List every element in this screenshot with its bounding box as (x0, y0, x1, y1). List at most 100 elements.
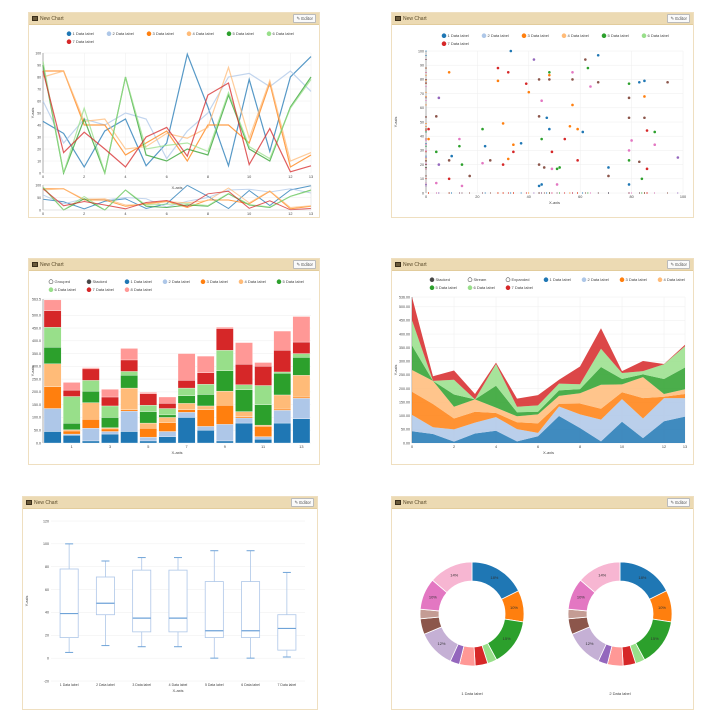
bar-segment[interactable] (177, 380, 196, 389)
scatter-point[interactable] (627, 159, 631, 162)
scatter-point[interactable] (540, 137, 543, 141)
donut-slice[interactable] (579, 561, 621, 594)
bar-segment[interactable] (139, 392, 158, 394)
bar-segment[interactable] (82, 440, 100, 444)
context-brush[interactable] (42, 184, 312, 211)
bar-segment[interactable] (62, 389, 81, 397)
scatter-point[interactable] (512, 143, 515, 147)
scatter-point[interactable] (550, 167, 554, 171)
bar-segment[interactable] (62, 423, 81, 430)
bar-segment[interactable] (120, 410, 138, 432)
scatter-point[interactable] (548, 78, 551, 81)
bar-segment[interactable] (82, 390, 100, 403)
bar-segment[interactable] (177, 403, 196, 410)
scatter-point[interactable] (537, 78, 541, 81)
scatter-point[interactable] (676, 156, 680, 159)
scatter-point[interactable] (488, 159, 492, 162)
scatter-point[interactable] (568, 124, 572, 128)
scatter-point[interactable] (532, 58, 536, 61)
scatter-point[interactable] (627, 82, 631, 85)
bar-segment[interactable] (139, 405, 158, 412)
legend-control-stacked[interactable]: Stacked (429, 277, 450, 282)
scatter-point[interactable] (460, 163, 464, 166)
box[interactable] (59, 568, 79, 638)
scatter-point[interactable] (458, 137, 461, 141)
scatter-point[interactable] (645, 167, 649, 171)
bar-segment[interactable] (43, 310, 62, 328)
bar-segment[interactable] (139, 436, 158, 442)
bar-segment[interactable] (43, 299, 62, 311)
scatter-point[interactable] (501, 163, 505, 166)
editor-button[interactable]: ✎ Editor (667, 260, 690, 269)
scatter-point[interactable] (545, 116, 549, 120)
bar-segment[interactable] (82, 380, 100, 392)
bar-segment[interactable] (62, 433, 81, 436)
bar-segment[interactable] (158, 408, 177, 416)
scatter-point[interactable] (643, 116, 646, 120)
bar-segment[interactable] (292, 341, 311, 354)
scatter-point[interactable] (571, 78, 574, 81)
bar-segment[interactable] (158, 403, 177, 409)
bar-segment[interactable] (196, 394, 215, 407)
scatter-point[interactable] (496, 66, 500, 70)
editor-button[interactable]: ✎ Editor (667, 14, 690, 23)
bar-segment[interactable] (120, 375, 138, 389)
bar-segment[interactable] (82, 419, 100, 429)
scatter-point[interactable] (638, 80, 641, 84)
bar-segment[interactable] (62, 429, 81, 432)
scatter-point[interactable] (643, 79, 646, 83)
scatter-point[interactable] (666, 80, 669, 84)
bar-segment[interactable] (254, 439, 272, 444)
bar-segment[interactable] (235, 389, 253, 412)
scatter-point[interactable] (571, 71, 574, 74)
scatter-point[interactable] (506, 71, 510, 74)
bar-segment[interactable] (254, 424, 272, 427)
scatter-point[interactable] (537, 184, 541, 188)
scatter-point[interactable] (653, 130, 657, 134)
bar-segment[interactable] (101, 389, 119, 398)
donut-slice[interactable] (619, 561, 668, 600)
bar-segment[interactable] (292, 396, 311, 399)
legend-item[interactable]: 1 Data label (124, 279, 152, 284)
editor-button[interactable]: ✎ Editor (293, 14, 316, 23)
scatter-point[interactable] (548, 71, 551, 74)
legend-item[interactable]: 1 Data label (543, 277, 571, 282)
legend-control-expanded[interactable]: Expanded (505, 277, 530, 282)
legend-item[interactable]: 6 Data label (266, 31, 294, 36)
scatter-point[interactable] (524, 82, 528, 85)
legend-item[interactable]: 5 Data label (226, 31, 254, 36)
bar-segment[interactable] (101, 427, 119, 430)
bar-segment[interactable] (101, 428, 119, 432)
bar-segment[interactable] (120, 387, 138, 410)
legend-item[interactable]: 3 Data label (146, 31, 174, 36)
bar-segment[interactable] (216, 390, 234, 406)
scatter-point[interactable] (627, 183, 631, 186)
legend-item[interactable]: 4 Data label (657, 277, 685, 282)
bar-segment[interactable] (82, 367, 100, 370)
area-layer[interactable] (412, 345, 685, 417)
scatter-point[interactable] (434, 115, 438, 118)
scatter-point[interactable] (434, 181, 438, 185)
scatter-point[interactable] (460, 184, 464, 188)
bar-segment[interactable] (139, 393, 158, 406)
scatter-point[interactable] (607, 174, 610, 178)
bar-segment[interactable] (292, 357, 311, 376)
legend-item[interactable]: 6 Data label (641, 33, 669, 38)
bar-segment[interactable] (254, 366, 272, 386)
legend-item[interactable]: 7 Data label (441, 41, 469, 47)
bar-segment[interactable] (120, 348, 138, 361)
bar-segment[interactable] (235, 417, 253, 424)
scatter-point[interactable] (527, 90, 531, 94)
scatter-point[interactable] (596, 53, 600, 57)
bar-segment[interactable] (62, 382, 81, 391)
bar-segment[interactable] (196, 405, 215, 410)
scatter-point[interactable] (596, 80, 600, 84)
bar-segment[interactable] (216, 328, 234, 351)
scatter-point[interactable] (540, 99, 543, 102)
scatter-point[interactable] (555, 183, 559, 186)
scatter-point[interactable] (563, 137, 567, 141)
bar-segment[interactable] (235, 364, 253, 385)
scatter-point[interactable] (496, 79, 500, 83)
scatter-point[interactable] (627, 149, 631, 152)
box[interactable] (95, 576, 115, 616)
